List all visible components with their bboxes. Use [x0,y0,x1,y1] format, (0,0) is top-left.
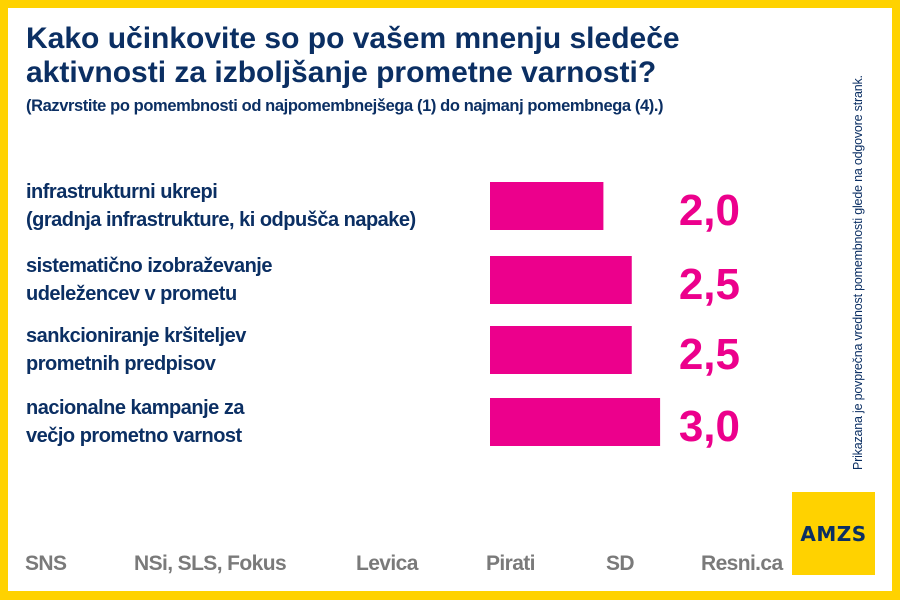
category-label-line: udeležencev v prometu [26,283,237,305]
logo-text: AMZS [800,521,867,546]
side-note: Prikazana je povprečna vrednost pomembno… [851,75,865,470]
chart-title: Kako učinkovite so po vašem mnenju slede… [26,22,826,90]
party-label: SNS [25,552,67,575]
party-label: Pirati [486,552,536,575]
category-label: infrastrukturni ukrepi (gradnja infrastr… [26,178,416,234]
category-label-line: nacionalne kampanje za [26,397,244,419]
category-label-line: sistematično izobraževanje [26,255,272,277]
party-label: SD [606,552,635,575]
title-line-1: Kako učinkovite so po vašem mnenju slede… [26,22,680,55]
category-label: sankcioniranje kršiteljev prometnih pred… [26,322,246,378]
title-line-2: aktivnosti za izboljšanje prometne varno… [26,56,657,89]
category-label-line: (gradnja infrastrukture, ki odpušča napa… [26,209,416,231]
party-label: NSi, SLS, Fokus [134,552,287,575]
amzs-logo: AMZS [792,492,875,575]
category-label: sistematično izobraževanje udeležencev v… [26,252,272,308]
category-label-line: infrastrukturni ukrepi [26,181,218,203]
category-label-line: sankcioniranje kršiteljev [26,325,246,347]
party-label: Levica [356,552,418,575]
category-label: nacionalne kampanje za večjo prometno va… [26,394,244,450]
chart-panel [8,8,892,591]
party-label: Resni.ca [701,552,783,575]
category-label-line: večjo prometno varnost [26,425,242,447]
category-label-line: prometnih predpisov [26,353,216,375]
chart-subtitle: (Razvrstite po pomembnosti od najpomembn… [26,97,664,115]
